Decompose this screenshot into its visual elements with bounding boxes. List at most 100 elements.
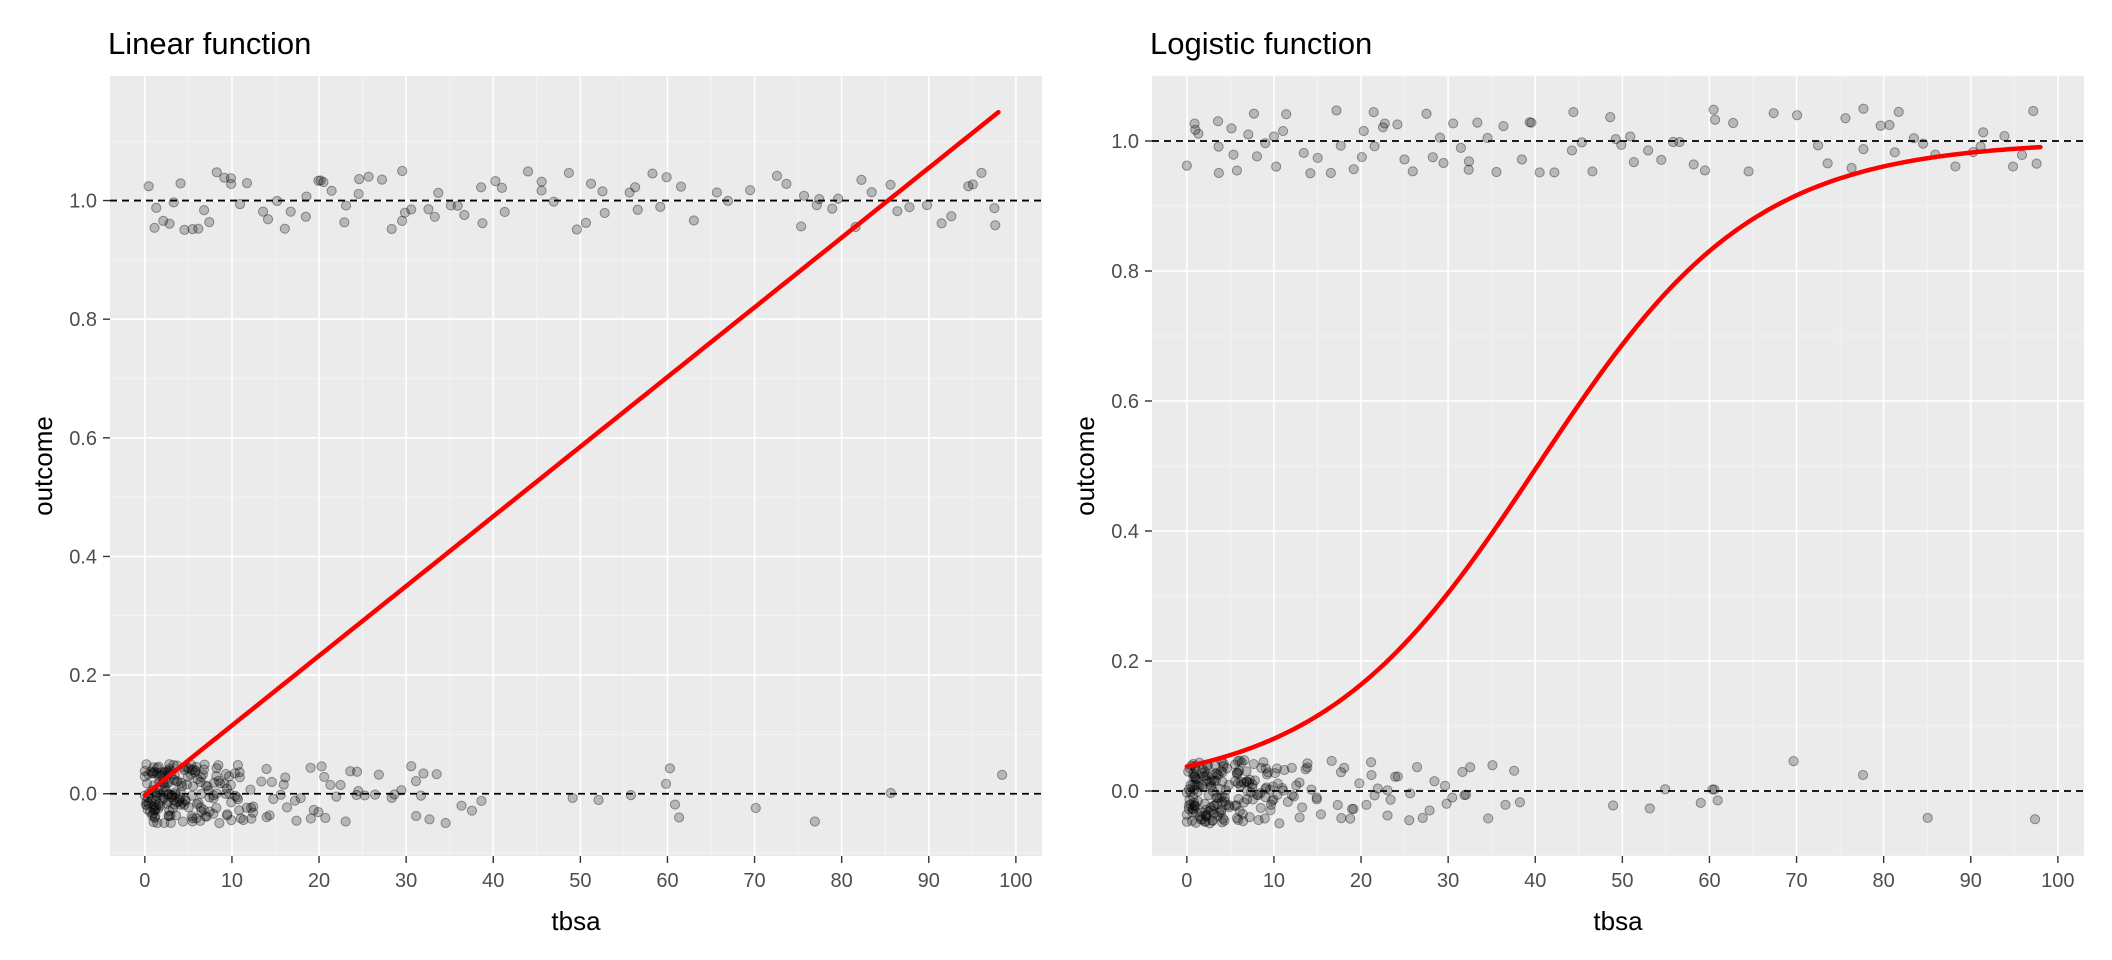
data-point-outcome-1 bbox=[1305, 168, 1316, 179]
data-point-outcome-0 bbox=[164, 805, 175, 816]
data-point-outcome-0 bbox=[167, 803, 178, 814]
data-point-outcome-1 bbox=[1587, 166, 1598, 177]
data-point-outcome-0 bbox=[1210, 775, 1221, 786]
x-tick-label: 80 bbox=[831, 870, 853, 892]
data-point-outcome-0 bbox=[229, 768, 240, 779]
data-point-outcome-0 bbox=[1366, 757, 1377, 768]
data-point-outcome-0 bbox=[197, 769, 208, 780]
data-point-outcome-0 bbox=[456, 800, 467, 811]
data-point-outcome-0 bbox=[410, 776, 422, 787]
x-axis-title: tbsa bbox=[551, 906, 601, 936]
data-points bbox=[139, 165, 1008, 829]
data-point-outcome-0 bbox=[142, 804, 153, 815]
data-point-outcome-1 bbox=[688, 215, 699, 226]
data-point-outcome-0 bbox=[192, 774, 203, 785]
data-point-outcome-1 bbox=[1516, 154, 1527, 165]
x-tick-label: 100 bbox=[2041, 870, 2074, 892]
x-tick-label: 60 bbox=[1698, 870, 1720, 892]
data-point-outcome-0 bbox=[208, 793, 219, 804]
data-point-outcome-0 bbox=[1217, 813, 1229, 824]
data-point-outcome-1 bbox=[1189, 118, 1200, 129]
data-point-outcome-1 bbox=[798, 190, 810, 201]
data-point-outcome-0 bbox=[1300, 764, 1311, 775]
data-point-outcome-0 bbox=[278, 779, 289, 790]
data-point-outcome-0 bbox=[308, 804, 319, 816]
data-point-outcome-0 bbox=[193, 797, 204, 809]
data-point-outcome-0 bbox=[143, 798, 154, 809]
chart-title: Logistic function bbox=[1150, 26, 1372, 61]
data-point-outcome-0 bbox=[373, 769, 384, 780]
data-point-outcome-1 bbox=[827, 203, 838, 214]
data-point-outcome-1 bbox=[1231, 165, 1243, 176]
data-point-outcome-0 bbox=[1500, 799, 1511, 810]
data-point-outcome-0 bbox=[150, 794, 161, 805]
data-point-outcome-1 bbox=[1438, 157, 1449, 169]
data-point-outcome-0 bbox=[191, 798, 203, 810]
data-point-outcome-1 bbox=[1674, 136, 1685, 148]
data-point-outcome-0 bbox=[1187, 803, 1198, 814]
data-point-outcome-0 bbox=[319, 771, 330, 783]
data-point-outcome-1 bbox=[1421, 108, 1432, 119]
data-point-outcome-1 bbox=[1260, 138, 1271, 149]
data-point-outcome-0 bbox=[1198, 770, 1209, 781]
data-point-outcome-0 bbox=[1204, 818, 1215, 829]
data-point-outcome-0 bbox=[625, 790, 637, 801]
data-point-outcome-0 bbox=[1265, 799, 1277, 810]
data-point-outcome-0 bbox=[1216, 790, 1227, 802]
data-point-outcome-0 bbox=[1196, 807, 1208, 818]
data-point-outcome-0 bbox=[186, 810, 197, 822]
data-point-outcome-1 bbox=[1325, 167, 1336, 179]
data-point-outcome-0 bbox=[1231, 813, 1243, 824]
data-point-outcome-0 bbox=[1326, 755, 1337, 767]
data-point-outcome-0 bbox=[175, 799, 186, 810]
data-point-outcome-0 bbox=[264, 810, 275, 821]
data-point-outcome-1 bbox=[496, 182, 508, 193]
data-point-outcome-1 bbox=[1228, 149, 1239, 160]
y-tick-label: 0.0 bbox=[1111, 781, 1139, 803]
data-point-outcome-0 bbox=[232, 760, 243, 771]
data-point-outcome-0 bbox=[186, 790, 197, 801]
data-point-outcome-0 bbox=[1192, 796, 1203, 807]
data-point-outcome-0 bbox=[1190, 801, 1201, 812]
data-point-outcome-0 bbox=[1200, 810, 1211, 821]
data-point-outcome-1 bbox=[990, 220, 1001, 231]
data-point-outcome-1 bbox=[624, 187, 635, 198]
data-point-outcome-0 bbox=[1219, 815, 1230, 826]
data-point-outcome-0 bbox=[1302, 758, 1313, 769]
data-point-outcome-0 bbox=[1231, 768, 1243, 780]
data-point-outcome-0 bbox=[1190, 771, 1201, 782]
data-point-outcome-1 bbox=[1356, 151, 1367, 163]
data-point-outcome-0 bbox=[141, 796, 152, 807]
y-tick-label: 0.8 bbox=[69, 309, 97, 331]
data-point-outcome-0 bbox=[1262, 767, 1274, 778]
data-point-outcome-0 bbox=[1196, 767, 1207, 778]
data-point-outcome-0 bbox=[1200, 804, 1211, 815]
data-point-outcome-0 bbox=[335, 779, 346, 791]
data-point-outcome-0 bbox=[418, 768, 429, 779]
data-point-outcome-0 bbox=[1245, 787, 1257, 798]
data-point-outcome-0 bbox=[261, 812, 272, 823]
data-point-outcome-0 bbox=[1354, 778, 1365, 789]
data-point-outcome-0 bbox=[183, 802, 194, 813]
data-point-outcome-0 bbox=[1441, 798, 1452, 809]
data-point-outcome-0 bbox=[204, 806, 215, 817]
data-point-outcome-1 bbox=[459, 209, 470, 221]
data-point-outcome-0 bbox=[214, 818, 225, 829]
data-point-outcome-0 bbox=[1253, 814, 1264, 826]
data-point-outcome-0 bbox=[1233, 814, 1244, 826]
data-point-outcome-0 bbox=[1211, 792, 1222, 803]
data-point-outcome-0 bbox=[1247, 794, 1259, 805]
data-point-outcome-0 bbox=[669, 799, 681, 810]
data-point-outcome-0 bbox=[1188, 804, 1199, 815]
data-point-outcome-0 bbox=[153, 771, 164, 782]
data-point-outcome-0 bbox=[1208, 800, 1219, 811]
data-point-outcome-0 bbox=[1221, 763, 1233, 774]
data-point-outcome-1 bbox=[193, 223, 204, 234]
data-point-outcome-0 bbox=[1411, 761, 1423, 773]
data-point-outcome-1 bbox=[675, 181, 687, 192]
y-tick-label: 0.2 bbox=[1111, 651, 1139, 673]
data-point-outcome-0 bbox=[189, 767, 201, 778]
data-point-outcome-0 bbox=[1230, 776, 1241, 787]
data-point-outcome-0 bbox=[1201, 775, 1212, 787]
data-point-outcome-0 bbox=[159, 817, 170, 829]
